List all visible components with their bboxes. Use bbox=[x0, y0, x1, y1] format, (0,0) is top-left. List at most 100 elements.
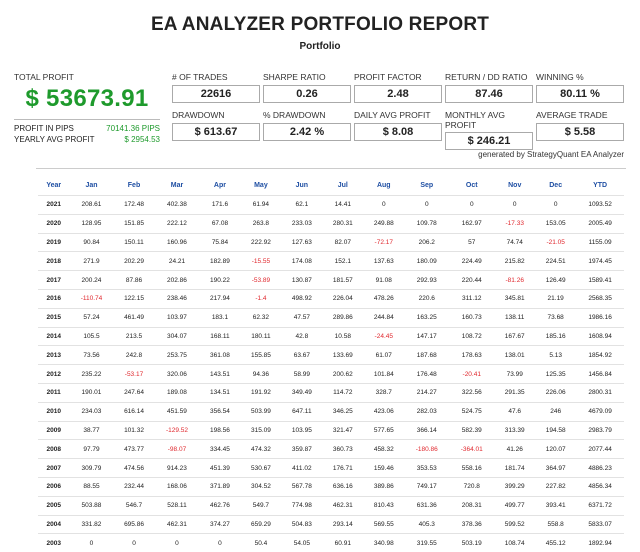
month-cell: 14.41 bbox=[322, 196, 363, 215]
ytd-cell: 2983.79 bbox=[576, 421, 624, 440]
month-cell: 234.03 bbox=[69, 402, 113, 421]
month-cell: 226.06 bbox=[535, 383, 576, 402]
year-cell: 2011 bbox=[38, 383, 69, 402]
ytd-cell: 6371.72 bbox=[576, 496, 624, 515]
month-cell: 599.52 bbox=[494, 515, 535, 534]
month-cell: 176.71 bbox=[322, 459, 363, 478]
month-cell: 103.95 bbox=[281, 421, 322, 440]
month-cell: 176.48 bbox=[404, 365, 449, 384]
stat-value: $ 613.67 bbox=[172, 123, 260, 141]
month-cell: 499.77 bbox=[494, 496, 535, 515]
month-cell: 94.36 bbox=[240, 365, 281, 384]
year-cell: 2015 bbox=[38, 308, 69, 327]
ytd-cell: 2800.31 bbox=[576, 383, 624, 402]
year-cell: 2019 bbox=[38, 233, 69, 252]
month-cell: 127.63 bbox=[281, 233, 322, 252]
column-header: Sep bbox=[404, 176, 449, 196]
month-cell: 133.69 bbox=[322, 346, 363, 365]
month-cell: -24.45 bbox=[363, 327, 404, 346]
month-cell: 524.75 bbox=[449, 402, 494, 421]
month-cell: 87.86 bbox=[114, 271, 155, 290]
month-cell: 451.39 bbox=[199, 459, 240, 478]
month-cell: 292.93 bbox=[404, 271, 449, 290]
stat-value: 80.11 % bbox=[536, 85, 624, 103]
stat-drawdown: DRAWDOWN $ 613.67 bbox=[172, 110, 260, 141]
year-cell: 2007 bbox=[38, 459, 69, 478]
month-cell: 74.74 bbox=[494, 233, 535, 252]
month-cell: -129.52 bbox=[154, 421, 199, 440]
column-header: Oct bbox=[449, 176, 494, 196]
ytd-cell: 1456.84 bbox=[576, 365, 624, 384]
month-cell: 189.08 bbox=[154, 383, 199, 402]
month-cell: 226.04 bbox=[322, 289, 363, 308]
ytd-cell: 1974.45 bbox=[576, 252, 624, 271]
ytd-cell: 1589.41 bbox=[576, 271, 624, 290]
month-cell: 235.22 bbox=[69, 365, 113, 384]
month-cell: 91.08 bbox=[363, 271, 404, 290]
month-cell: 546.7 bbox=[114, 496, 155, 515]
month-cell: 498.92 bbox=[281, 289, 322, 308]
month-cell: 0 bbox=[199, 534, 240, 552]
month-cell: 659.29 bbox=[240, 515, 281, 534]
month-cell: 473.77 bbox=[114, 440, 155, 459]
column-header: Apr bbox=[199, 176, 240, 196]
month-cell: 558.8 bbox=[535, 515, 576, 534]
month-cell: 61.94 bbox=[240, 196, 281, 215]
month-cell: -81.26 bbox=[494, 271, 535, 290]
month-cell: 101.84 bbox=[363, 365, 404, 384]
column-header: Jun bbox=[281, 176, 322, 196]
month-cell: 405.3 bbox=[404, 515, 449, 534]
month-cell: 222.12 bbox=[154, 214, 199, 233]
month-cell: 321.47 bbox=[322, 421, 363, 440]
month-cell: 151.85 bbox=[114, 214, 155, 233]
ytd-cell: 1608.94 bbox=[576, 327, 624, 346]
month-cell: 109.78 bbox=[404, 214, 449, 233]
month-cell: 105.5 bbox=[69, 327, 113, 346]
total-profit-label: TOTAL PROFIT bbox=[14, 72, 160, 82]
month-cell: 181.74 bbox=[494, 459, 535, 478]
month-cell: 311.12 bbox=[449, 289, 494, 308]
report-subtitle: Portfolio bbox=[0, 41, 640, 52]
ytd-cell: 2568.35 bbox=[576, 289, 624, 308]
month-cell: 462.76 bbox=[199, 496, 240, 515]
year-cell: 2008 bbox=[38, 440, 69, 459]
month-cell: 180.09 bbox=[404, 252, 449, 271]
month-cell: 616.14 bbox=[114, 402, 155, 421]
month-cell: 10.58 bbox=[322, 327, 363, 346]
summary-panel: TOTAL PROFIT $ 53673.91 PROFIT IN PIPS 7… bbox=[14, 72, 160, 144]
month-cell: 174.08 bbox=[281, 252, 322, 271]
column-header: Year bbox=[38, 176, 69, 196]
month-cell: 402.38 bbox=[154, 196, 199, 215]
month-cell: 315.09 bbox=[240, 421, 281, 440]
ytd-cell: 1155.09 bbox=[576, 233, 624, 252]
month-cell: 238.46 bbox=[154, 289, 199, 308]
month-cell: 749.17 bbox=[404, 477, 449, 496]
month-cell: 63.67 bbox=[281, 346, 322, 365]
month-cell: 349.49 bbox=[281, 383, 322, 402]
stat-label: PROFIT FACTOR bbox=[354, 72, 442, 82]
month-cell: 215.82 bbox=[494, 252, 535, 271]
month-cell: 187.68 bbox=[404, 346, 449, 365]
column-header: YTD bbox=[576, 176, 624, 196]
year-cell: 2016 bbox=[38, 289, 69, 308]
month-cell: 322.56 bbox=[449, 383, 494, 402]
month-cell: 331.82 bbox=[69, 515, 113, 534]
month-cell: 147.17 bbox=[404, 327, 449, 346]
year-cell: 2013 bbox=[38, 346, 69, 365]
month-cell: 577.65 bbox=[363, 421, 404, 440]
stat-label: SHARPE RATIO bbox=[263, 72, 351, 82]
month-cell: 247.64 bbox=[114, 383, 155, 402]
stat-label: DRAWDOWN bbox=[172, 110, 260, 120]
column-header: Feb bbox=[114, 176, 155, 196]
stat-return-dd: RETURN / DD RATIO 87.46 bbox=[445, 72, 533, 103]
month-cell: 224.49 bbox=[449, 252, 494, 271]
month-cell: -110.74 bbox=[69, 289, 113, 308]
stat-monthly-avg: MONTHLY AVG PROFIT $ 246.21 bbox=[445, 110, 533, 150]
stat-avg-trade: AVERAGE TRADE $ 5.58 bbox=[536, 110, 624, 141]
